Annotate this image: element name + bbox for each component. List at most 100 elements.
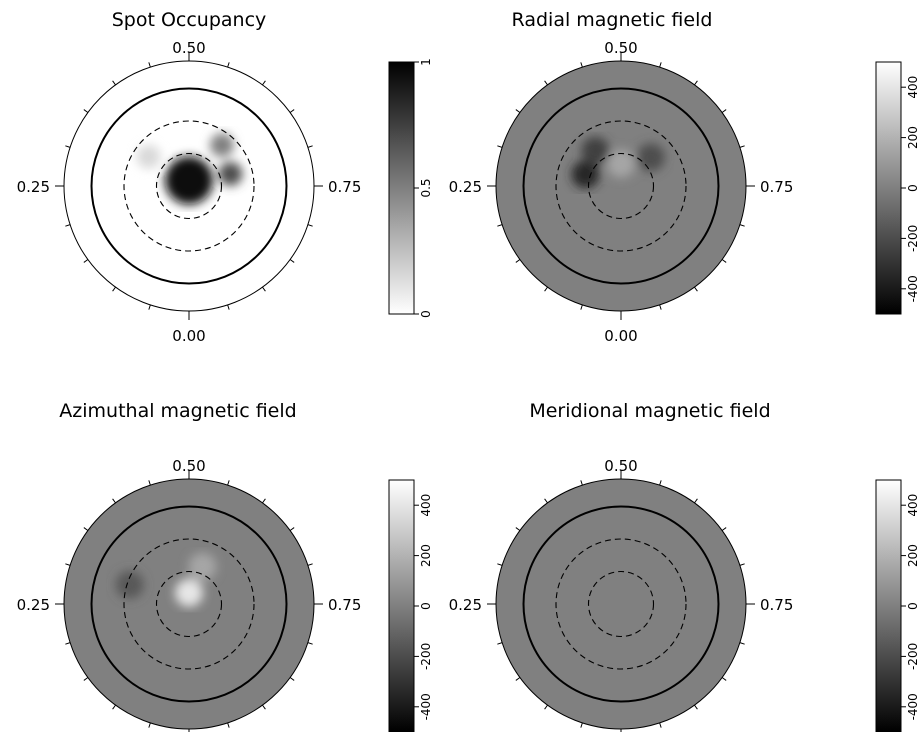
phase-tick — [83, 259, 89, 263]
latitude-30-circle — [123, 538, 255, 670]
feature-layer — [115, 552, 217, 607]
phase-tick — [739, 563, 745, 566]
colorbar — [388, 61, 415, 315]
phase-tick — [148, 722, 151, 728]
phase-tick — [307, 642, 313, 645]
colorbar-tick-label: -400 — [906, 693, 920, 720]
phase-tick — [262, 704, 266, 710]
phase-tick — [694, 498, 698, 504]
phase-tick — [580, 480, 583, 486]
phase-tick — [580, 304, 583, 310]
colorbar — [875, 479, 902, 732]
phase-tick — [289, 677, 295, 681]
phase-tick — [739, 642, 745, 645]
phase-tick — [515, 259, 521, 263]
feature-spot — [209, 133, 234, 158]
panel-3: Azimuthal magnetic field0.500.250.750.00… — [17, 400, 433, 732]
latitude-30-circle — [555, 120, 687, 252]
phase-tick — [659, 722, 662, 728]
colorbar-tick-label: 0.5 — [419, 178, 433, 197]
feature-spot — [165, 156, 213, 205]
phase-label-bottom: 0.00 — [604, 327, 637, 345]
colorbar-tick-label: -200 — [906, 643, 920, 670]
feature-spot — [218, 161, 243, 186]
latitude-30-circle — [555, 538, 687, 670]
phase-tick — [65, 642, 71, 645]
phase-tick — [721, 109, 727, 113]
phase-tick — [515, 527, 521, 531]
latitude-60-circle — [587, 570, 655, 638]
feature-spot — [571, 160, 600, 189]
phase-tick — [721, 527, 727, 531]
phase-label-right: 0.75 — [760, 178, 793, 196]
phase-label-left: 0.25 — [17, 596, 50, 614]
phase-tick — [83, 677, 89, 681]
colorbar-tick-label: 0 — [906, 184, 920, 192]
phase-tick — [262, 498, 266, 504]
phase-tick — [83, 527, 89, 531]
latitude-30-circle — [123, 120, 255, 252]
phase-tick — [227, 62, 230, 68]
latitude-60-circle — [587, 152, 655, 220]
phase-tick — [515, 109, 521, 113]
phase-tick — [721, 677, 727, 681]
phase-label-top: 0.50 — [604, 39, 637, 57]
phase-label-right: 0.75 — [760, 596, 793, 614]
colorbar-tick-label: 400 — [419, 494, 433, 517]
equator-circle — [90, 87, 288, 285]
feature-spot — [636, 143, 665, 172]
phase-tick — [659, 304, 662, 310]
colorbar-tick-label: -400 — [906, 275, 920, 302]
colorbar-tick-label: -200 — [906, 225, 920, 252]
phase-tick — [694, 286, 698, 292]
colorbar-tick-label: 1 — [419, 58, 433, 66]
colorbar-tick-label: 0 — [419, 310, 433, 318]
phase-tick — [659, 62, 662, 68]
phase-tick — [227, 480, 230, 486]
panel-title: Azimuthal magnetic field — [59, 400, 296, 422]
phase-tick — [659, 480, 662, 486]
phase-tick — [739, 145, 745, 148]
colorbar-tick-label: 200 — [906, 544, 920, 567]
latitude-60-circle — [155, 152, 223, 220]
phase-tick — [262, 80, 266, 86]
phase-label-right: 0.75 — [328, 178, 361, 196]
feature-spot — [115, 570, 144, 599]
colorbar-tick-label: 200 — [906, 126, 920, 149]
colorbar — [875, 61, 902, 315]
panel-title: Meridional magnetic field — [529, 400, 770, 422]
phase-label-bottom: 0.00 — [172, 327, 205, 345]
colorbar-tick-label: -200 — [419, 643, 433, 670]
colorbar-tick-label: 400 — [906, 494, 920, 517]
phase-tick — [497, 145, 503, 148]
phase-label-left: 0.25 — [17, 178, 50, 196]
phase-tick — [580, 722, 583, 728]
feature-layer — [571, 136, 665, 189]
phase-tick — [694, 704, 698, 710]
phase-tick — [497, 563, 503, 566]
phase-label-left: 0.25 — [449, 178, 482, 196]
feature-spot — [175, 578, 203, 607]
panel-title: Radial magnetic field — [512, 9, 713, 31]
phase-tick — [83, 109, 89, 113]
phase-tick — [112, 704, 116, 710]
phase-tick — [694, 80, 698, 86]
equator-circle — [90, 505, 288, 703]
phase-tick — [289, 109, 295, 113]
phase-tick — [227, 722, 230, 728]
panel-2: Radial magnetic field 0.50 0.25 0.75 0.00 -40… — [449, 9, 920, 345]
disc-background — [495, 60, 747, 312]
phase-tick — [497, 224, 503, 227]
panel-4: Meridional magnetic field0.500.250.750.0… — [449, 400, 920, 732]
disc-background — [495, 478, 747, 730]
phase-label-right: 0.75 — [328, 596, 361, 614]
phase-tick — [739, 224, 745, 227]
phase-tick — [148, 480, 151, 486]
feature-spot — [607, 149, 635, 178]
equator-circle — [522, 505, 720, 703]
panel-title: Spot Occupancy — [112, 9, 267, 31]
phase-tick — [289, 259, 295, 263]
phase-tick — [65, 224, 71, 227]
latitude-60-circle — [155, 570, 223, 638]
